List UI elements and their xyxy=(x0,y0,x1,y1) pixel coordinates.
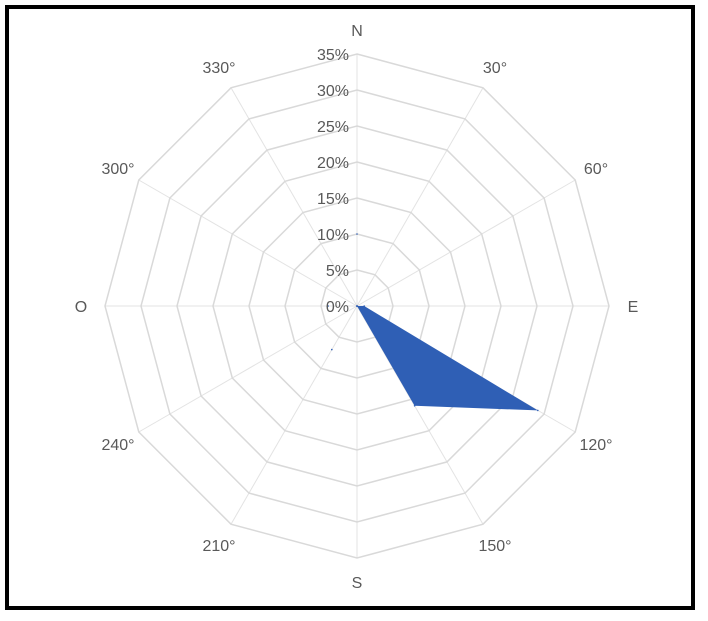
category-label: E xyxy=(628,299,639,316)
spoke-line xyxy=(138,305,358,433)
category-label: S xyxy=(352,575,363,592)
data-point xyxy=(327,305,330,307)
grid-ring-5 xyxy=(320,269,394,343)
r-tick-label: 5% xyxy=(326,263,349,280)
category-label: N xyxy=(351,23,363,40)
r-tick-label: 0% xyxy=(326,299,349,316)
category-labels: N 30° 60° E 120° 150° S 210° 240° O 300° 330° xyxy=(75,23,639,592)
data-point xyxy=(331,348,333,351)
category-label: 300° xyxy=(101,161,134,178)
grid-ring-25 xyxy=(176,125,538,487)
grid-ring-20 xyxy=(212,161,502,451)
spoke-line xyxy=(230,305,358,525)
data-point xyxy=(537,409,539,412)
data-point xyxy=(413,405,416,407)
category-label: 30° xyxy=(483,60,507,77)
grid-layer xyxy=(104,53,610,559)
category-label: 210° xyxy=(202,538,235,555)
grid-ring-10 xyxy=(284,233,430,379)
category-label: 120° xyxy=(579,437,612,454)
series-layer xyxy=(327,233,539,412)
chart-frame xyxy=(5,5,695,610)
category-label: 330° xyxy=(202,60,235,77)
r-tick-label: 20% xyxy=(317,155,349,172)
r-tick-label: 10% xyxy=(317,227,349,244)
series-area xyxy=(328,234,538,411)
data-point xyxy=(356,233,358,235)
spoke-line xyxy=(138,179,358,307)
r-tick-label: 30% xyxy=(317,83,349,100)
grid-ring-15 xyxy=(248,197,466,415)
spoke-line xyxy=(230,87,358,307)
category-label: 150° xyxy=(478,538,511,555)
radial-tick-labels: 0% 5% 10% 15% 20% 25% 30% 35% xyxy=(317,47,349,316)
r-tick-label: 15% xyxy=(317,191,349,208)
data-point xyxy=(363,305,366,307)
category-label: O xyxy=(75,299,87,316)
spoke-line xyxy=(356,179,576,307)
r-tick-label: 25% xyxy=(317,119,349,136)
grid-ring-30 xyxy=(140,89,574,523)
bottom-strip xyxy=(0,611,708,621)
category-label: 240° xyxy=(101,437,134,454)
grid-ring-35 xyxy=(104,53,610,559)
r-tick-label: 35% xyxy=(317,47,349,64)
spoke-line xyxy=(356,87,484,307)
category-label: 60° xyxy=(584,161,608,178)
data-point xyxy=(356,305,358,307)
